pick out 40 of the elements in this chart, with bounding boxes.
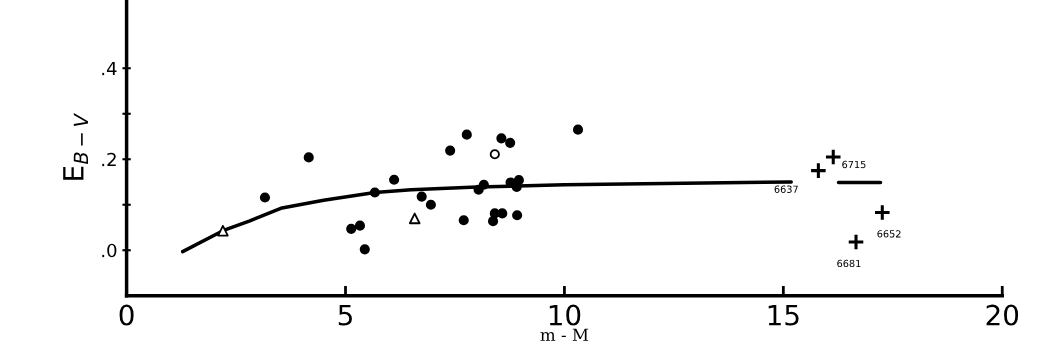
x-tick-label: 0 <box>119 304 134 326</box>
point <box>259 192 271 203</box>
point <box>512 210 523 221</box>
point <box>354 220 366 231</box>
point <box>359 244 370 255</box>
point <box>809 161 828 180</box>
point <box>572 124 584 135</box>
point <box>416 191 427 202</box>
point <box>873 203 892 222</box>
y-tick-label: .4 <box>102 61 117 76</box>
point <box>408 212 421 225</box>
point <box>824 148 843 166</box>
point <box>445 145 456 156</box>
y-tick-label: .0 <box>102 243 117 258</box>
point <box>505 137 516 148</box>
x-tick-label: 15 <box>768 304 799 326</box>
x-tick-label: 10 <box>549 304 581 326</box>
annotation: 6637 <box>774 185 798 193</box>
annotation: 6715 <box>842 160 866 169</box>
annotation: 6652 <box>877 230 901 238</box>
point <box>461 129 472 140</box>
point <box>303 152 314 163</box>
point <box>489 149 500 160</box>
y-tick-label: .2 <box>102 152 116 167</box>
point <box>346 223 357 234</box>
x-tick-label: 5 <box>338 304 352 326</box>
point <box>496 133 507 144</box>
annotation: 6681 <box>837 259 861 268</box>
point <box>389 174 400 185</box>
point <box>847 233 865 251</box>
point <box>478 179 489 190</box>
point <box>458 215 469 226</box>
x-axis-title: m - M <box>540 328 589 341</box>
point <box>217 224 229 237</box>
x-tick-label: 20 <box>986 304 1019 326</box>
point <box>497 208 508 219</box>
y-axis-title: E$_{B−V}$ <box>63 113 88 180</box>
point <box>425 199 436 210</box>
point <box>487 216 499 227</box>
point <box>369 187 380 198</box>
